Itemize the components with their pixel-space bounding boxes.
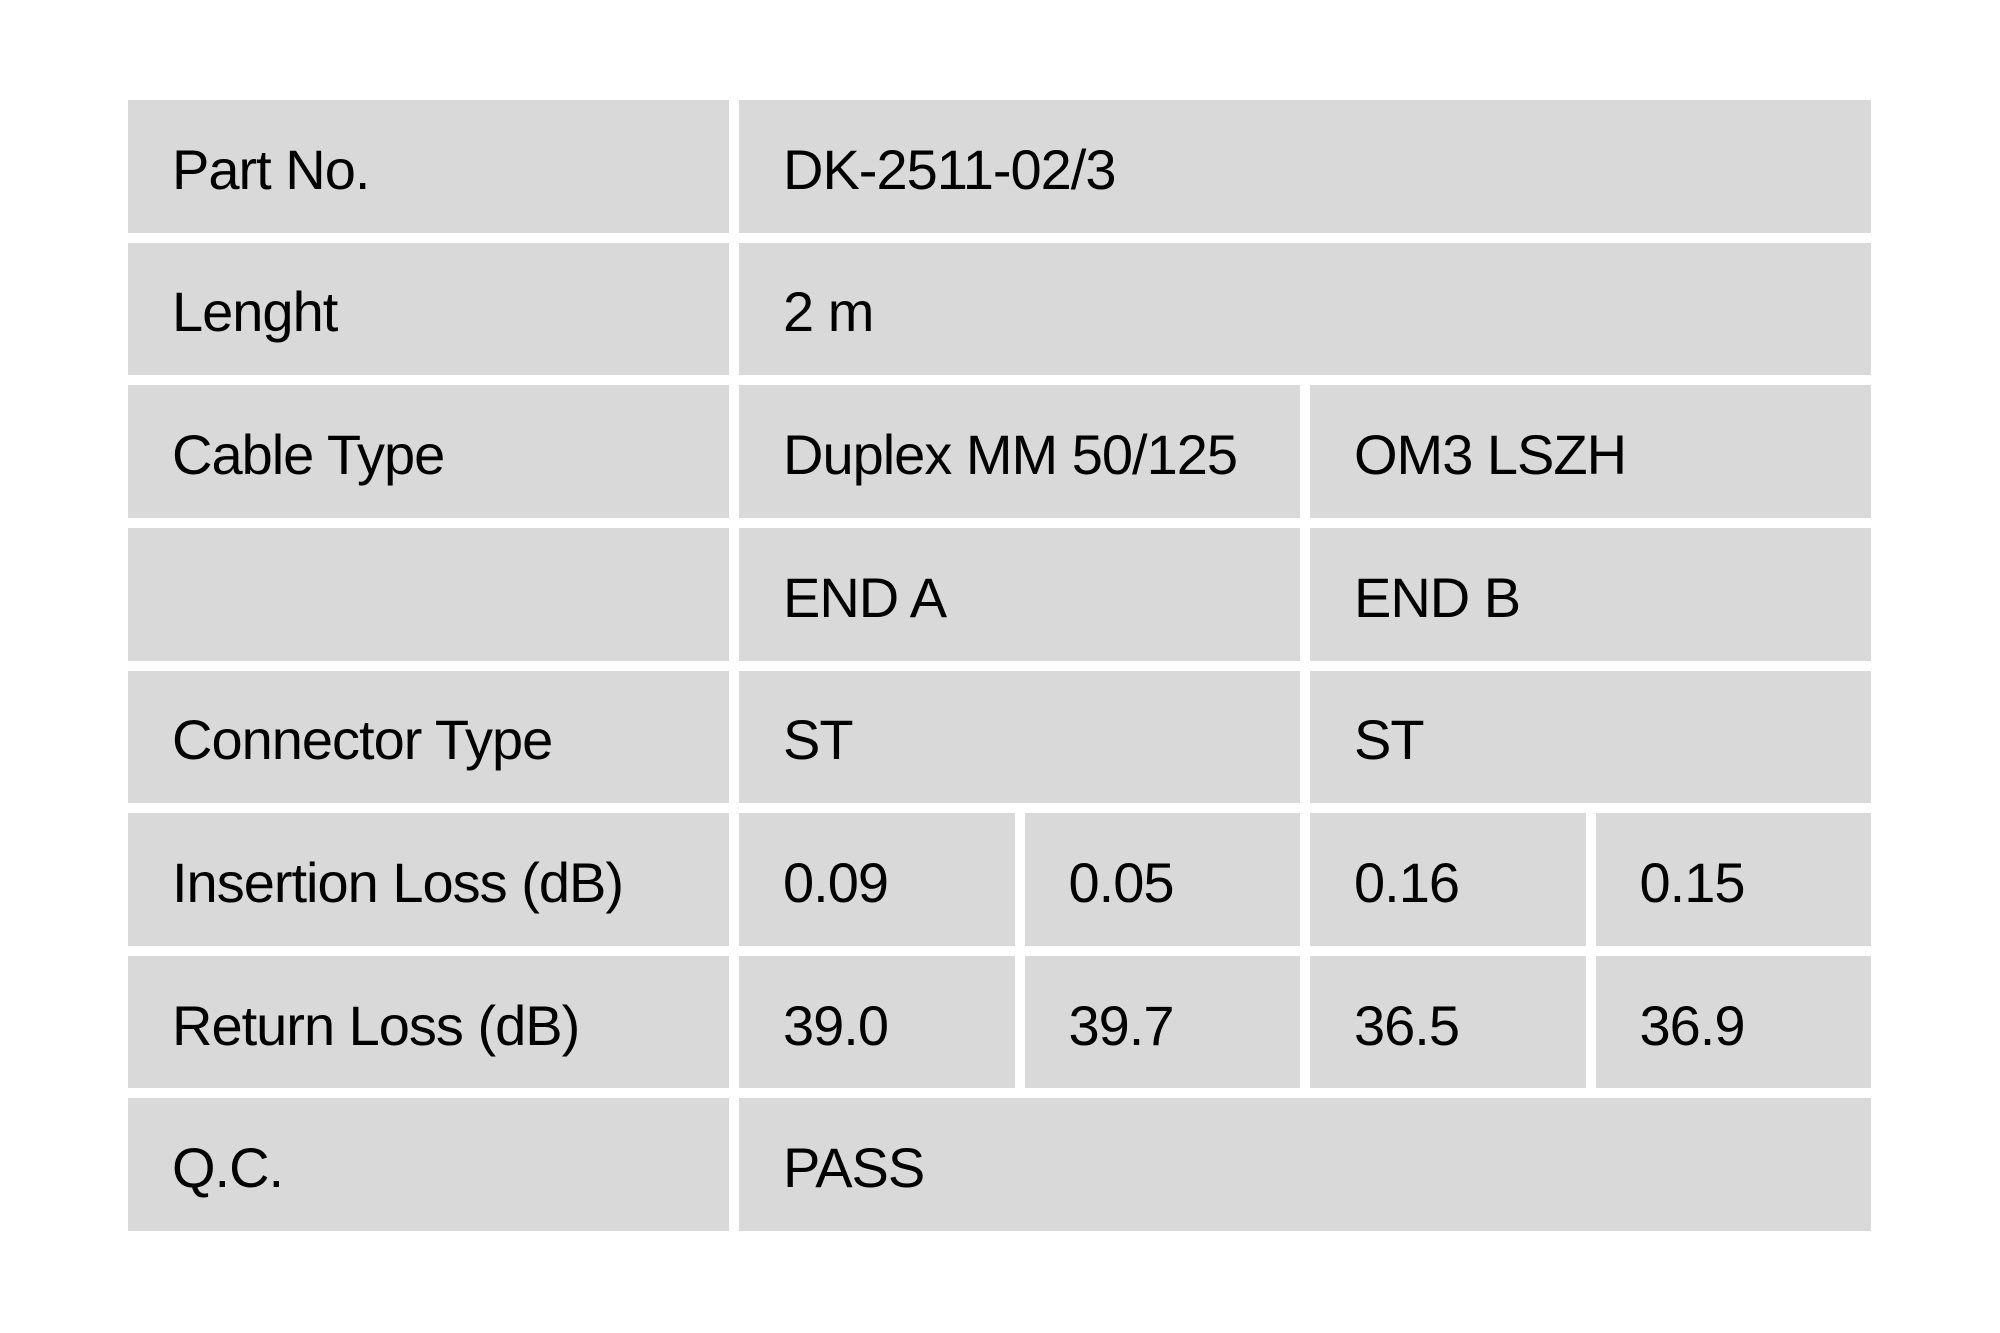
row-label-length: Lenght: [128, 242, 729, 376]
insertion-loss-end-a-fiber-2: 0.05: [1024, 813, 1300, 946]
return-loss-end-a-fiber-1: 39.0: [739, 955, 1015, 1089]
insertion-loss-end-a-fiber-1: 0.09: [739, 813, 1015, 946]
row-label-return-loss: Return Loss (dB): [128, 955, 729, 1089]
qc-result-value: PASS: [739, 1098, 1871, 1231]
insertion-loss-end-b-fiber-2: 0.15: [1595, 813, 1871, 946]
connector-type-end-b: ST: [1310, 670, 1871, 804]
part-no-value: DK-2511-02/3: [739, 100, 1871, 233]
table-row-length: Lenght 2 m: [128, 242, 1871, 376]
connector-type-end-a: ST: [739, 670, 1300, 804]
cable-type-value-1: Duplex MM 50/125: [739, 385, 1300, 518]
insertion-loss-end-b-fiber-1: 0.16: [1310, 813, 1586, 946]
row-label-part-no: Part No.: [128, 100, 729, 233]
qc-spec-table: Part No. DK-2511-02/3 Lenght 2 m Cable T…: [128, 100, 1871, 1231]
row-label-connector-type: Connector Type: [128, 670, 729, 804]
table-row-cable-type: Cable Type Duplex MM 50/125 OM3 LSZH: [128, 385, 1871, 518]
table-row-qc: Q.C. PASS: [128, 1098, 1871, 1231]
return-loss-end-a-fiber-2: 39.7: [1024, 955, 1300, 1089]
table-row-return-loss: Return Loss (dB) 39.0 39.7 36.5 36.9: [128, 955, 1871, 1089]
return-loss-end-b-fiber-1: 36.5: [1310, 955, 1586, 1089]
table-row-insertion-loss: Insertion Loss (dB) 0.09 0.05 0.16 0.15: [128, 813, 1871, 946]
row-label-qc: Q.C.: [128, 1098, 729, 1231]
row-label-blank: [128, 527, 729, 661]
end-a-header: END A: [739, 527, 1300, 661]
table-row-connector-type: Connector Type ST ST: [128, 670, 1871, 804]
return-loss-end-b-fiber-2: 36.9: [1595, 955, 1871, 1089]
row-label-insertion-loss: Insertion Loss (dB): [128, 813, 729, 946]
length-value: 2 m: [739, 242, 1871, 376]
row-label-cable-type: Cable Type: [128, 385, 729, 518]
table-row-end-headers: END A END B: [128, 527, 1871, 661]
cable-type-value-2: OM3 LSZH: [1310, 385, 1871, 518]
table-row-part-no: Part No. DK-2511-02/3: [128, 100, 1871, 233]
end-b-header: END B: [1310, 527, 1871, 661]
